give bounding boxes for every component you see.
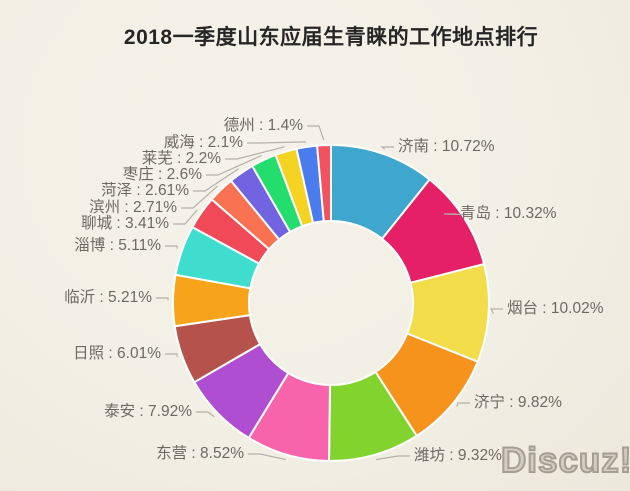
slice-label-3: 烟台 : 10.02% [507,300,604,317]
leader-line-1 [380,146,394,150]
leader-line-17 [307,125,325,141]
leader-line-12 [181,185,218,209]
leader-line-14 [206,154,262,176]
leader-line-7 [196,411,215,418]
leader-line-11 [173,209,198,225]
slice-label-11: 聊城 : 3.41% [81,215,169,232]
slice-label-2: 青岛 : 10.32% [460,205,557,222]
slice-label-14: 枣庄 : 2.6% [122,166,202,183]
discuz-watermark: Discuz! [500,440,630,481]
slice-label-7: 泰安 : 7.92% [104,403,192,420]
leader-line-4 [456,402,470,407]
slice-label-15: 莱芜 : 2.2% [141,150,221,167]
leader-line-8 [165,353,178,357]
leader-line-6 [248,453,287,461]
donut-slice-17 [316,143,332,223]
slice-label-5: 潍坊 : 9.32% [414,447,502,464]
slice-label-10: 淄博 : 5.11% [74,237,161,254]
slice-label-13: 菏泽 : 2.61% [101,182,189,199]
chart-title: 2018一季度山东应届生青睐的工作地点排行 [123,26,539,49]
leader-line-9 [156,297,169,301]
leader-line-5 [376,455,410,461]
leader-line-13 [193,168,239,192]
leader-line-10 [165,245,178,249]
leader-line-2 [443,213,469,216]
slice-label-6: 东营 : 8.52% [156,445,244,462]
slice-label-17: 德州 : 1.4% [223,117,303,134]
slice-label-8: 日照 : 6.01% [73,345,161,362]
slice-label-16: 威海 : 2.1% [163,134,243,151]
leader-line-3 [489,308,503,314]
slice-label-1: 济南 : 10.72% [398,138,495,155]
slice-label-12: 滨州 : 2.71% [89,199,177,216]
leader-line-16 [247,141,307,144]
slice-label-9: 临沂 : 5.21% [64,289,152,306]
slice-label-4: 济宁 : 9.82% [474,394,562,411]
leader-line-15 [225,146,285,160]
